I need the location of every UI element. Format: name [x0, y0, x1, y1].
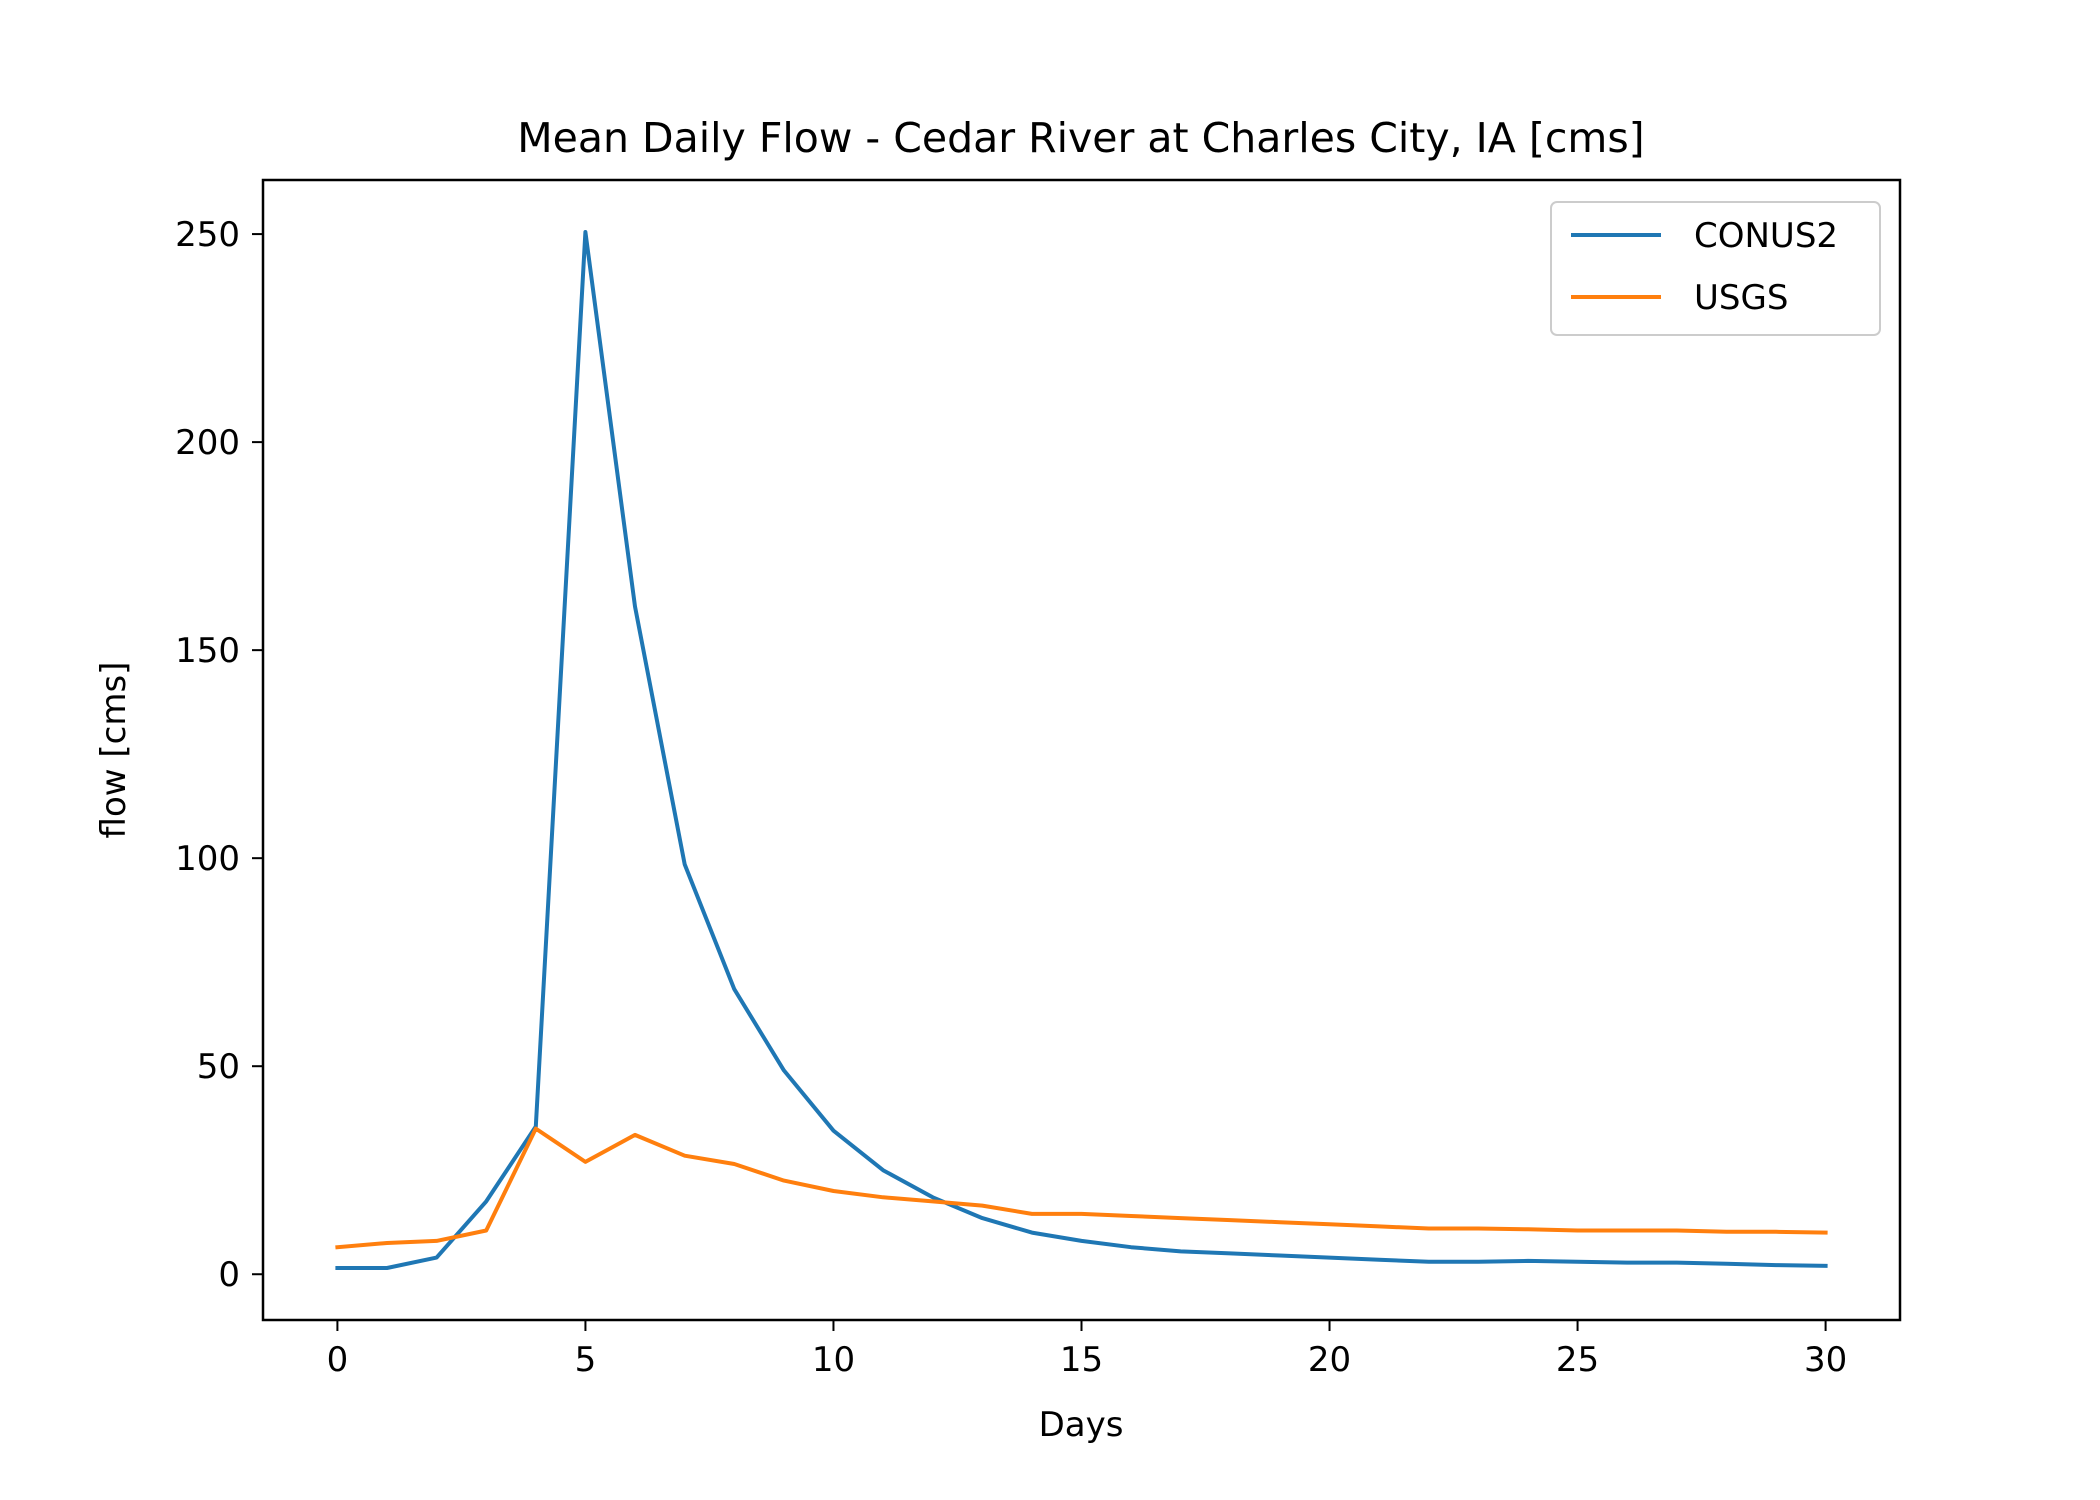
legend: CONUS2 USGS	[1550, 201, 1881, 336]
legend-label-conus2: CONUS2	[1694, 216, 1838, 256]
x-tick-label: 0	[327, 1340, 349, 1380]
x-tick-label: 25	[1556, 1340, 1599, 1380]
y-tick-label: 250	[175, 215, 240, 255]
x-tick-label: 10	[812, 1340, 855, 1380]
series-layer	[335, 230, 1828, 1270]
x-tick-label: 15	[1060, 1340, 1103, 1380]
y-tick-label: 200	[175, 423, 240, 463]
series-line-usgs	[335, 1126, 1828, 1250]
x-tick-label: 5	[575, 1340, 597, 1380]
x-tick-label: 20	[1308, 1340, 1351, 1380]
y-tick-label: 50	[197, 1047, 240, 1087]
y-axis-label: flow [cms]	[94, 662, 134, 839]
x-tick-label: 30	[1804, 1340, 1847, 1380]
legend-label-usgs: USGS	[1694, 278, 1788, 318]
y-tick-label: 100	[175, 839, 240, 879]
x-axis-label: Days	[1039, 1405, 1124, 1445]
y-tick-label: 150	[175, 631, 240, 671]
y-axis: 0 50 100 150 200 250	[175, 215, 263, 1295]
y-tick-label: 0	[218, 1255, 240, 1295]
legend-items: CONUS2 USGS	[1571, 216, 1838, 318]
chart-title: Mean Daily Flow - Cedar River at Charles…	[517, 114, 1644, 162]
x-axis: 0 5 10 15 20 25 30	[327, 1320, 1847, 1380]
series-line-conus2	[335, 230, 1828, 1270]
